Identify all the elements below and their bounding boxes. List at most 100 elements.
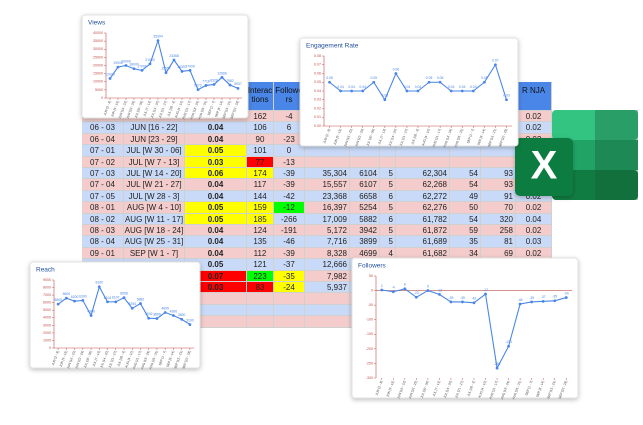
chart-card: Engagement Rate 0.00 0.01 0.02 0.03 0.04 0.05 0… <box>299 37 519 148</box>
logo-tile <box>595 110 638 200</box>
table-cell: 5 <box>380 236 396 248</box>
x-tick-label: JUN [16 - 22] <box>66 350 76 369</box>
table-cell: JUL [W 7 - 13] <box>124 156 185 168</box>
card <box>29 261 201 369</box>
x-tick-label: SEP [1 - 7] <box>158 350 167 366</box>
table-cell: 0.07 <box>185 270 247 282</box>
x-tick-label: JUL [28 - 3] <box>466 380 475 397</box>
table-cell <box>396 145 450 157</box>
y-tick-label: 20000 <box>93 63 103 67</box>
table-cell: -42 <box>274 190 305 203</box>
value-label: -42 <box>472 297 477 301</box>
y-tick-label: 0 <box>49 346 51 350</box>
table-cell: 0.05 <box>185 213 247 225</box>
x-tick-label: JUL [7 - 13] <box>92 350 101 367</box>
table-cell: 5882 <box>350 213 380 225</box>
y-tick-label: 30000 <box>93 47 103 51</box>
table-cell: 117 <box>247 179 274 191</box>
value-label: 17000 <box>137 64 147 68</box>
table-cell: 0.04 <box>185 225 247 237</box>
point <box>383 98 387 102</box>
table-cell <box>305 156 350 168</box>
point <box>116 65 120 69</box>
table-cell: 50 <box>450 202 481 214</box>
value-label: 3100 <box>186 318 194 322</box>
x-tick-label: JUN [9 - 15] <box>110 100 120 117</box>
x-tick-label: SEP [1 - 7] <box>466 128 475 144</box>
y-tick-label: 15000 <box>93 72 103 76</box>
x-tick-label: SEP [22 - 28] <box>498 128 508 147</box>
point <box>124 64 128 67</box>
table-cell: 0.03 <box>185 282 247 294</box>
table-cell: 5,172 <box>305 225 350 237</box>
value-label: -39 <box>529 296 534 300</box>
x-tick-label: AUG [18 - 24] <box>442 128 452 148</box>
table-cell: 59 <box>450 225 481 237</box>
table-cell: AUG [W 25 - 31] <box>124 236 185 248</box>
table-cell <box>185 293 247 305</box>
x-tick-label: JUN [23 - 29] <box>408 380 418 399</box>
point <box>518 302 522 306</box>
x-tick-label: JUL [21 - 27] <box>158 100 168 119</box>
table-cell <box>380 156 396 168</box>
point <box>155 317 159 320</box>
table-cell: 185 <box>247 213 274 225</box>
table-cell <box>274 316 305 328</box>
value-label: 12666 <box>217 71 227 75</box>
table-cell: 7,716 <box>305 236 350 248</box>
x-tick-label: JUN [2 - 8] <box>51 350 60 366</box>
point <box>416 89 420 93</box>
point <box>449 300 453 304</box>
x-tick-label: SEP [15 - 21] <box>546 380 556 399</box>
point <box>147 316 151 320</box>
point <box>188 68 192 72</box>
value-label: 0.04 <box>337 85 344 89</box>
x-tick-label: AUG [18 - 24] <box>500 380 510 400</box>
point <box>505 98 508 102</box>
value-label: -4 <box>392 286 395 290</box>
value-label: 21000 <box>145 58 155 62</box>
point <box>89 314 93 317</box>
y-tick-label: 0.02 <box>314 106 321 110</box>
x-tick-label: SEP [1 - 7] <box>524 380 533 396</box>
table-cell <box>305 145 350 157</box>
y-tick-label: 6000 <box>43 301 51 305</box>
table-cell: -12 <box>274 202 305 214</box>
table-cell: 15,557 <box>305 179 350 191</box>
value-label: 6 <box>404 283 406 287</box>
table-cell: JUN [16 - 22] <box>124 122 185 134</box>
value-label: 0.04 <box>348 85 355 89</box>
point <box>228 83 232 87</box>
card <box>351 257 579 399</box>
value-label: 0.04 <box>415 85 422 89</box>
x-tick-label: AUG [4 - 10] <box>421 128 431 146</box>
logo-letter: X <box>531 144 558 188</box>
table-cell: 0.03 <box>185 156 247 168</box>
point <box>414 295 418 299</box>
point <box>426 289 430 292</box>
point <box>380 288 384 292</box>
table-cell: 106 <box>247 122 274 134</box>
x-tick-label: AUG [11 - 17] <box>432 128 442 148</box>
point <box>188 323 192 326</box>
x-tick-label: JUL [21 - 27] <box>108 350 118 369</box>
table-cell: -266 <box>274 213 305 225</box>
x-tick-label: JUN [9 - 15] <box>385 380 395 397</box>
table-cell: 08 - 04 <box>82 236 124 248</box>
table-cell <box>350 145 380 157</box>
x-tick-label: JUN [2 - 8] <box>375 380 384 396</box>
table-cell: 61,782 <box>396 213 450 225</box>
table-cell: 159 <box>247 202 274 214</box>
card <box>299 37 519 147</box>
value-label: 5882 <box>137 297 145 301</box>
table-cell: 54 <box>450 179 481 191</box>
table-cell: JUL [W 30 - 06] <box>124 145 185 157</box>
point <box>139 302 142 305</box>
table-cell: AUG [W 4 - 10] <box>124 202 185 214</box>
y-tick-label: -250 <box>366 361 373 365</box>
point <box>530 300 534 304</box>
table-cell: 0.04 <box>185 122 247 134</box>
x-tick-label: JUN [2 - 8] <box>103 100 112 116</box>
value-label: -13 <box>437 288 442 292</box>
